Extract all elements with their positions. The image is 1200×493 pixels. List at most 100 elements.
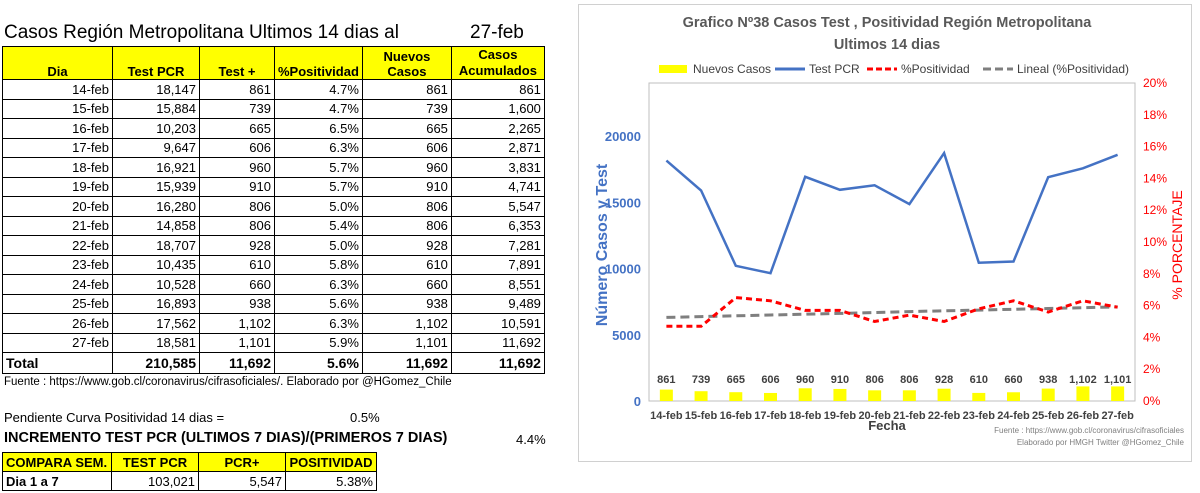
table-cell[interactable]: 928 — [361, 235, 452, 256]
table-cell[interactable]: 5.6% — [274, 352, 363, 374]
table-cell[interactable]: 7,281 — [450, 235, 545, 256]
table-cell[interactable]: 20-feb — [2, 196, 113, 217]
header-cell[interactable]: %Positividad — [274, 46, 363, 80]
table-cell[interactable]: 861 — [450, 79, 545, 100]
table-cell[interactable]: 10,591 — [450, 313, 545, 334]
table-cell[interactable]: 4.7% — [274, 79, 363, 100]
table-cell[interactable]: 15,939 — [112, 176, 200, 197]
table-cell[interactable]: 15-feb — [2, 98, 113, 119]
table-cell[interactable]: 606 — [199, 137, 275, 158]
table-cell[interactable]: 1,101 — [199, 332, 275, 353]
table-cell[interactable]: 5.7% — [274, 157, 363, 178]
table-cell[interactable]: 5.38% — [285, 471, 377, 491]
table-cell[interactable]: 210,585 — [112, 352, 200, 374]
table-cell[interactable]: 22-feb — [2, 235, 113, 256]
table-cell[interactable]: 5.7% — [274, 176, 363, 197]
table-cell[interactable]: 806 — [199, 196, 275, 217]
table-cell[interactable]: 18,707 — [112, 235, 200, 256]
table-cell[interactable]: 5.4% — [274, 215, 363, 236]
table-cell[interactable]: 606 — [361, 137, 452, 158]
table-cell[interactable]: Total — [2, 352, 113, 374]
table-cell[interactable]: 21-feb — [2, 215, 113, 236]
table-cell[interactable]: 1,101 — [361, 332, 452, 353]
table-cell[interactable]: 26-feb — [2, 313, 113, 334]
table-cell[interactable]: 610 — [199, 254, 275, 275]
table-cell[interactable]: 806 — [199, 215, 275, 236]
table-cell[interactable]: 660 — [361, 274, 452, 295]
table-cell[interactable]: 11,692 — [450, 332, 545, 353]
table-cell[interactable]: 665 — [199, 118, 275, 139]
table-cell[interactable]: 6.3% — [274, 137, 363, 158]
table-cell[interactable]: 5.0% — [274, 235, 363, 256]
table-cell[interactable]: 938 — [199, 293, 275, 314]
table-cell[interactable]: Dia 1 a 7 — [2, 471, 112, 491]
table-cell[interactable]: 6,353 — [450, 215, 545, 236]
table-cell[interactable]: 5.0% — [274, 196, 363, 217]
table-cell[interactable]: 861 — [361, 79, 452, 100]
table-cell[interactable]: 17-feb — [2, 137, 113, 158]
table-cell[interactable]: 10,528 — [112, 274, 200, 295]
table-cell[interactable]: 7,891 — [450, 254, 545, 275]
header-cell[interactable]: COMPARA SEM. — [2, 452, 112, 472]
header-cell[interactable]: TEST PCR — [111, 452, 199, 472]
table-cell[interactable]: 4.7% — [274, 98, 363, 119]
table-cell[interactable]: 6.3% — [274, 274, 363, 295]
table-cell[interactable]: 1,600 — [450, 98, 545, 119]
table-cell[interactable]: 806 — [361, 196, 452, 217]
table-cell[interactable]: 27-feb — [2, 332, 113, 353]
table-cell[interactable]: 11,692 — [361, 352, 452, 374]
table-cell[interactable]: 910 — [199, 176, 275, 197]
table-cell[interactable]: 16-feb — [2, 118, 113, 139]
table-cell[interactable]: 10,435 — [112, 254, 200, 275]
table-cell[interactable]: 8,551 — [450, 274, 545, 295]
increment-value[interactable]: 4.4% — [516, 432, 546, 447]
table-cell[interactable]: 10,203 — [112, 118, 200, 139]
table-cell[interactable]: 6.5% — [274, 118, 363, 139]
table-cell[interactable]: 739 — [361, 98, 452, 119]
table-cell[interactable]: 2,871 — [450, 137, 545, 158]
table-cell[interactable]: 610 — [361, 254, 452, 275]
table-cell[interactable]: 25-feb — [2, 293, 113, 314]
table-cell[interactable]: 1,102 — [361, 313, 452, 334]
header-cell[interactable]: POSITIVIDAD — [285, 452, 377, 472]
table-cell[interactable]: 11,692 — [199, 352, 275, 374]
table-cell[interactable]: 928 — [199, 235, 275, 256]
table-cell[interactable]: 19-feb — [2, 176, 113, 197]
slope-value[interactable]: 0.5% — [350, 410, 380, 425]
table-cell[interactable]: 18-feb — [2, 157, 113, 178]
table-cell[interactable]: 6.3% — [274, 313, 363, 334]
chart-panel[interactable]: Grafico Nº38 Casos Test , Positividad Re… — [578, 4, 1192, 462]
table-cell[interactable]: 24-feb — [2, 274, 113, 295]
table-cell[interactable]: 14-feb — [2, 79, 113, 100]
table-cell[interactable]: 665 — [361, 118, 452, 139]
table-cell[interactable]: 1,102 — [199, 313, 275, 334]
table-cell[interactable]: 11,692 — [450, 352, 545, 374]
table-cell[interactable]: 16,280 — [112, 196, 200, 217]
table-cell[interactable]: 4,741 — [450, 176, 545, 197]
header-cell[interactable]: Dia — [2, 46, 113, 80]
table-cell[interactable]: 910 — [361, 176, 452, 197]
table-cell[interactable]: 660 — [199, 274, 275, 295]
table-cell[interactable]: 9,647 — [112, 137, 200, 158]
table-cell[interactable]: 960 — [199, 157, 275, 178]
table-cell[interactable]: 9,489 — [450, 293, 545, 314]
table-cell[interactable]: 23-feb — [2, 254, 113, 275]
table-cell[interactable]: 5,547 — [198, 471, 286, 491]
table-cell[interactable]: 17,562 — [112, 313, 200, 334]
table-cell[interactable]: 2,265 — [450, 118, 545, 139]
table-cell[interactable]: 806 — [361, 215, 452, 236]
table-cell[interactable]: 3,831 — [450, 157, 545, 178]
table-cell[interactable]: 15,884 — [112, 98, 200, 119]
table-cell[interactable]: 960 — [361, 157, 452, 178]
table-cell[interactable]: 16,893 — [112, 293, 200, 314]
table-cell[interactable]: 18,147 — [112, 79, 200, 100]
header-cell[interactable]: Nuevos Casos — [361, 46, 452, 80]
table-cell[interactable]: 938 — [361, 293, 452, 314]
table-cell[interactable]: 14,858 — [112, 215, 200, 236]
table-cell[interactable]: 739 — [199, 98, 275, 119]
table-cell[interactable]: 861 — [199, 79, 275, 100]
table-cell[interactable]: 5.6% — [274, 293, 363, 314]
table-cell[interactable]: 5,547 — [450, 196, 545, 217]
table-cell[interactable]: 103,021 — [111, 471, 199, 491]
header-cell[interactable]: Casos Acumulados — [450, 46, 545, 80]
